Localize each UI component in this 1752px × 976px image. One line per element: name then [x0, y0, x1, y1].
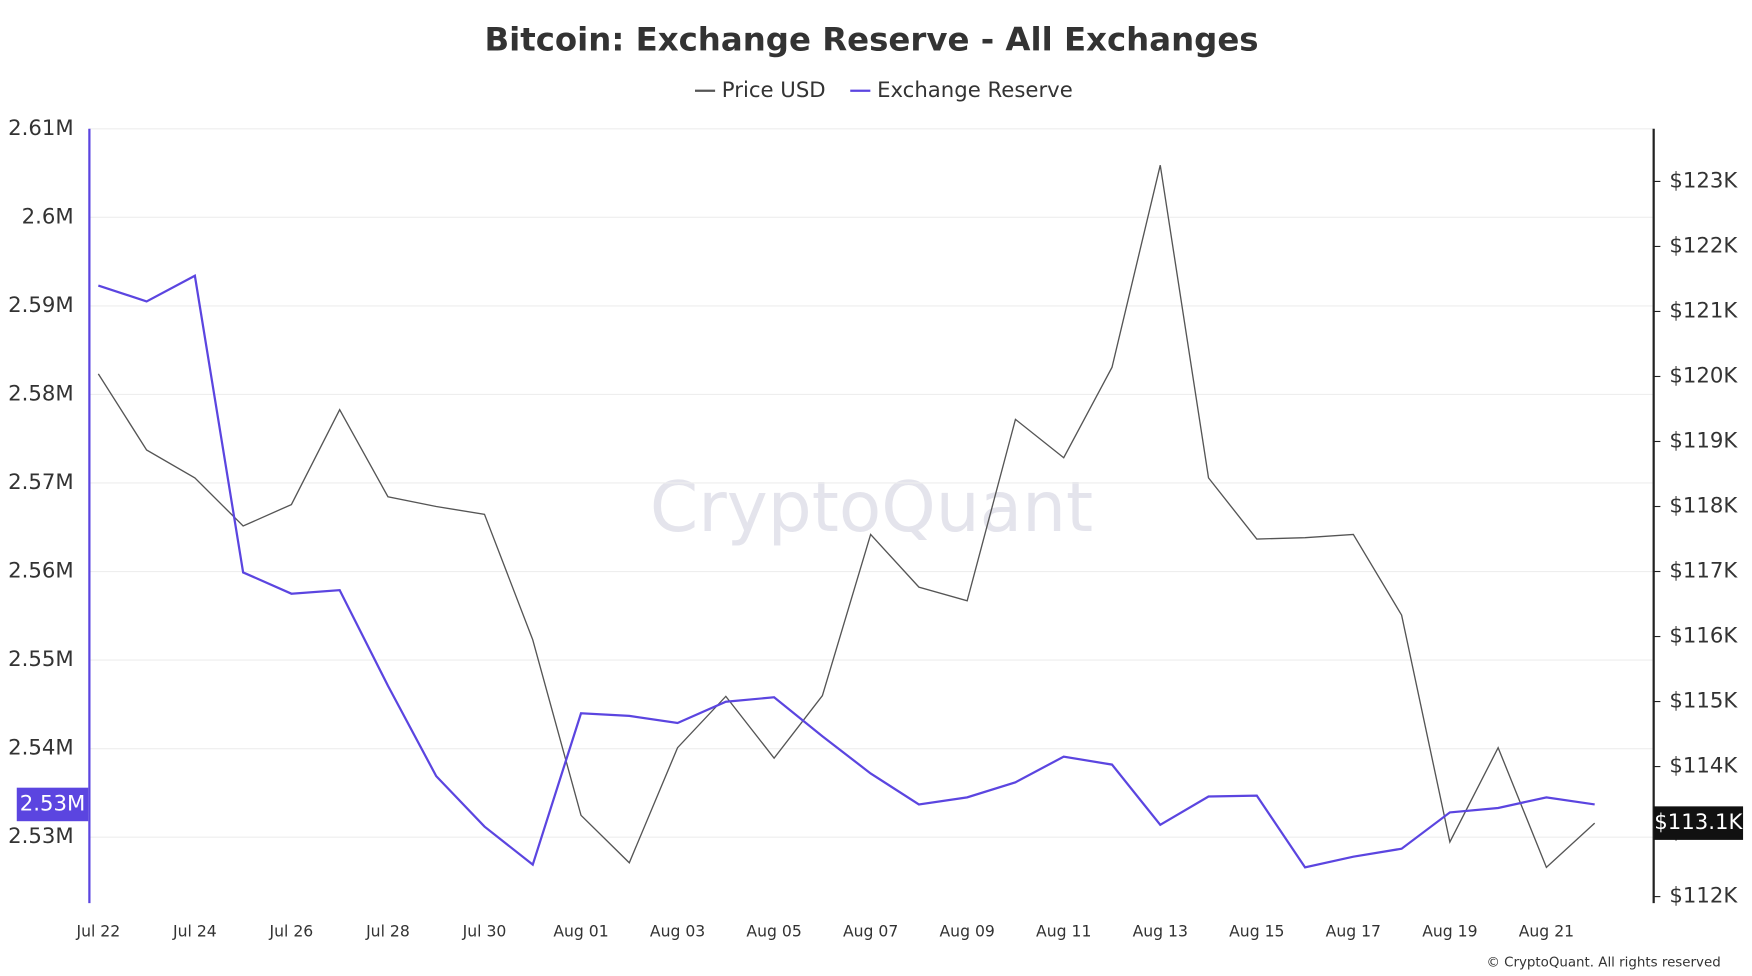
y-tick-label: 2.56M	[8, 559, 74, 584]
credit: © CryptoQuant. All rights reserved	[1486, 955, 1720, 970]
y-tick-label: 2.53M	[8, 824, 74, 849]
x-tick-label: Jul 24	[172, 922, 217, 941]
y2-tick-label: $115K	[1669, 689, 1738, 714]
y-tick-label: 2.55M	[8, 647, 74, 672]
chart-title: Bitcoin: Exchange Reserve - All Exchange…	[484, 21, 1258, 59]
value-badge	[1653, 806, 1744, 840]
value-label: $113.1K	[1654, 810, 1743, 835]
y2-tick-label: $114K	[1669, 754, 1738, 779]
y2-tick-label: $120K	[1669, 363, 1738, 388]
x-tick-label: Jul 26	[269, 922, 314, 941]
y2-tick-label: $122K	[1669, 233, 1738, 258]
x-tick-label: Aug 05	[746, 922, 801, 941]
x-tick-label: Aug 17	[1326, 922, 1381, 941]
y-tick-label: 2.58M	[8, 381, 74, 406]
legend-label: Exchange Reserve	[877, 78, 1073, 103]
y2-tick-label: $112K	[1669, 884, 1738, 909]
value-label: 2.53M	[20, 791, 86, 816]
x-tick-label: Aug 03	[650, 922, 705, 941]
series-line	[97, 165, 1596, 869]
y2-tick-label: $118K	[1669, 494, 1738, 519]
y-tick-label: 2.61M	[8, 116, 74, 141]
legend-label: Price USD	[722, 78, 826, 103]
y-tick-label: 2.57M	[8, 470, 74, 495]
y2-tick-label: $116K	[1669, 624, 1738, 649]
value-badge	[16, 787, 89, 822]
x-tick-label: Jul 22	[75, 922, 120, 941]
x-tick-label: Jul 28	[365, 922, 410, 941]
x-tick-label: Aug 15	[1229, 922, 1284, 941]
y-tick-label: 2.6M	[22, 204, 74, 229]
series-line	[97, 274, 1595, 869]
y2-tick-label: $123K	[1669, 168, 1738, 193]
x-tick-label: Jul 30	[462, 922, 507, 941]
x-tick-label: Aug 09	[939, 922, 994, 941]
y2-tick-label: $119K	[1669, 428, 1738, 453]
y2-tick-label: $117K	[1669, 559, 1738, 584]
x-tick-label: Aug 19	[1422, 922, 1477, 941]
x-tick-label: Aug 13	[1133, 922, 1188, 941]
y2-tick-label: $121K	[1669, 298, 1738, 323]
x-tick-label: Aug 07	[843, 922, 898, 941]
x-tick-label: Aug 11	[1036, 922, 1091, 941]
y-tick-label: 2.59M	[8, 293, 74, 318]
x-tick-label: Aug 01	[553, 922, 608, 941]
x-tick-label: Aug 21	[1519, 922, 1574, 941]
y-tick-label: 2.54M	[8, 736, 74, 761]
